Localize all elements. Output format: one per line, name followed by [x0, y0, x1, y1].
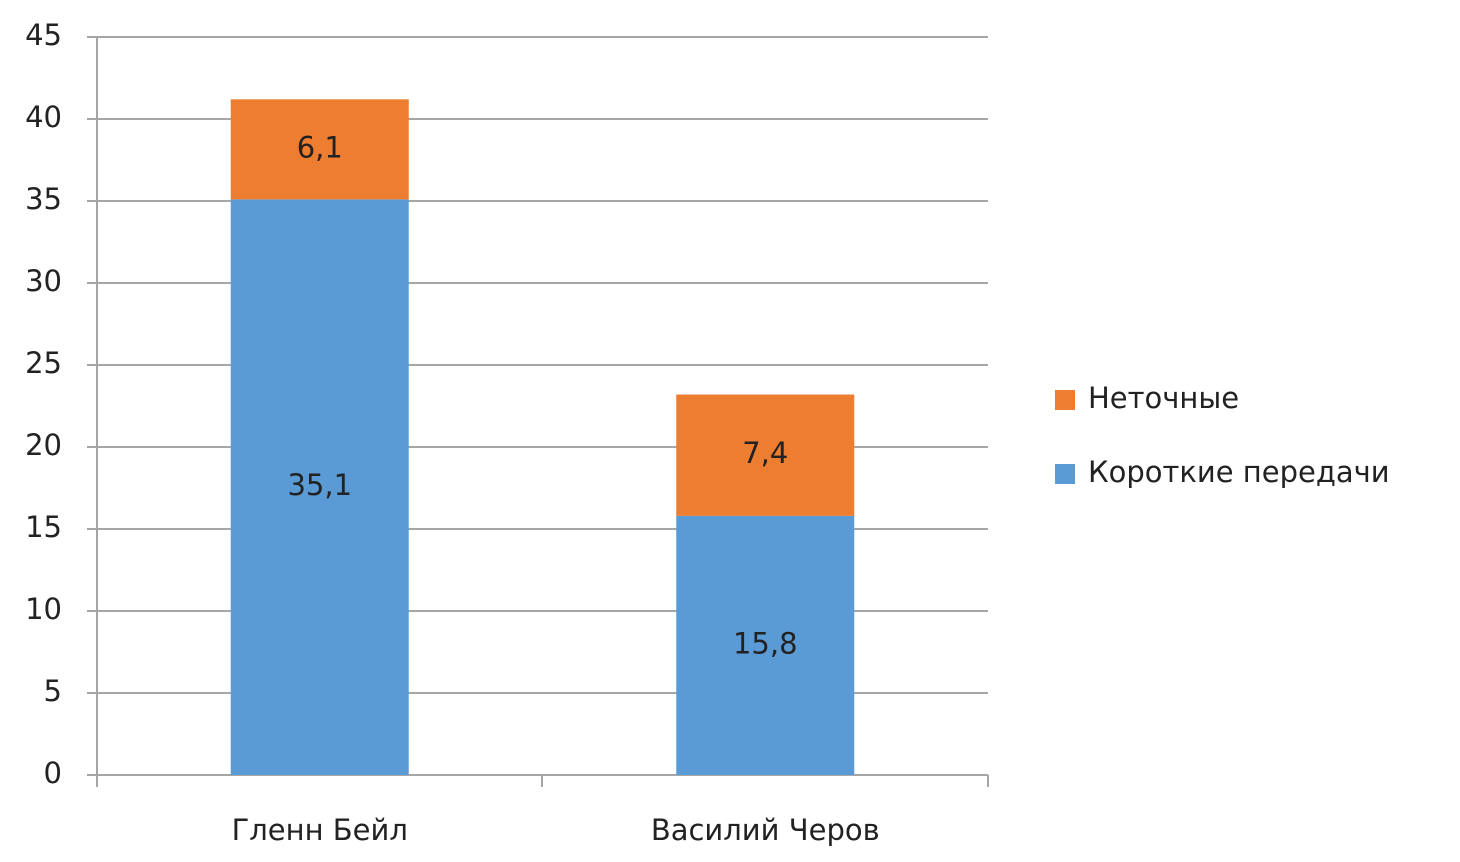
- value-label: 35,1: [287, 468, 352, 502]
- y-tick-label: 35: [25, 182, 62, 216]
- y-tick-label: 45: [25, 18, 62, 52]
- bar-segment: [230, 99, 409, 200]
- bar-segment: [676, 515, 855, 775]
- legend-label: Короткие передачи: [1088, 455, 1390, 489]
- value-label: 6,1: [297, 130, 343, 164]
- y-tick-label: 25: [25, 346, 62, 380]
- x-tick-label: Василий Черов: [651, 813, 880, 847]
- value-label: 15,8: [733, 626, 798, 660]
- legend-label: Неточные: [1088, 381, 1239, 415]
- y-tick-label: 0: [44, 756, 62, 790]
- legend-swatch: [1055, 390, 1075, 410]
- y-tick-label: 10: [25, 592, 62, 626]
- y-tick-label: 5: [44, 674, 62, 708]
- y-tick-label: 15: [25, 510, 62, 544]
- bar-segment: [676, 394, 855, 516]
- y-tick-label: 20: [25, 428, 62, 462]
- value-label: 7,4: [742, 436, 788, 470]
- y-tick-label: 30: [25, 264, 62, 298]
- bar-segment: [230, 199, 409, 776]
- x-tick-label: Гленн Бейл: [232, 813, 408, 847]
- legend-swatch: [1055, 464, 1075, 484]
- y-tick-label: 40: [25, 100, 62, 134]
